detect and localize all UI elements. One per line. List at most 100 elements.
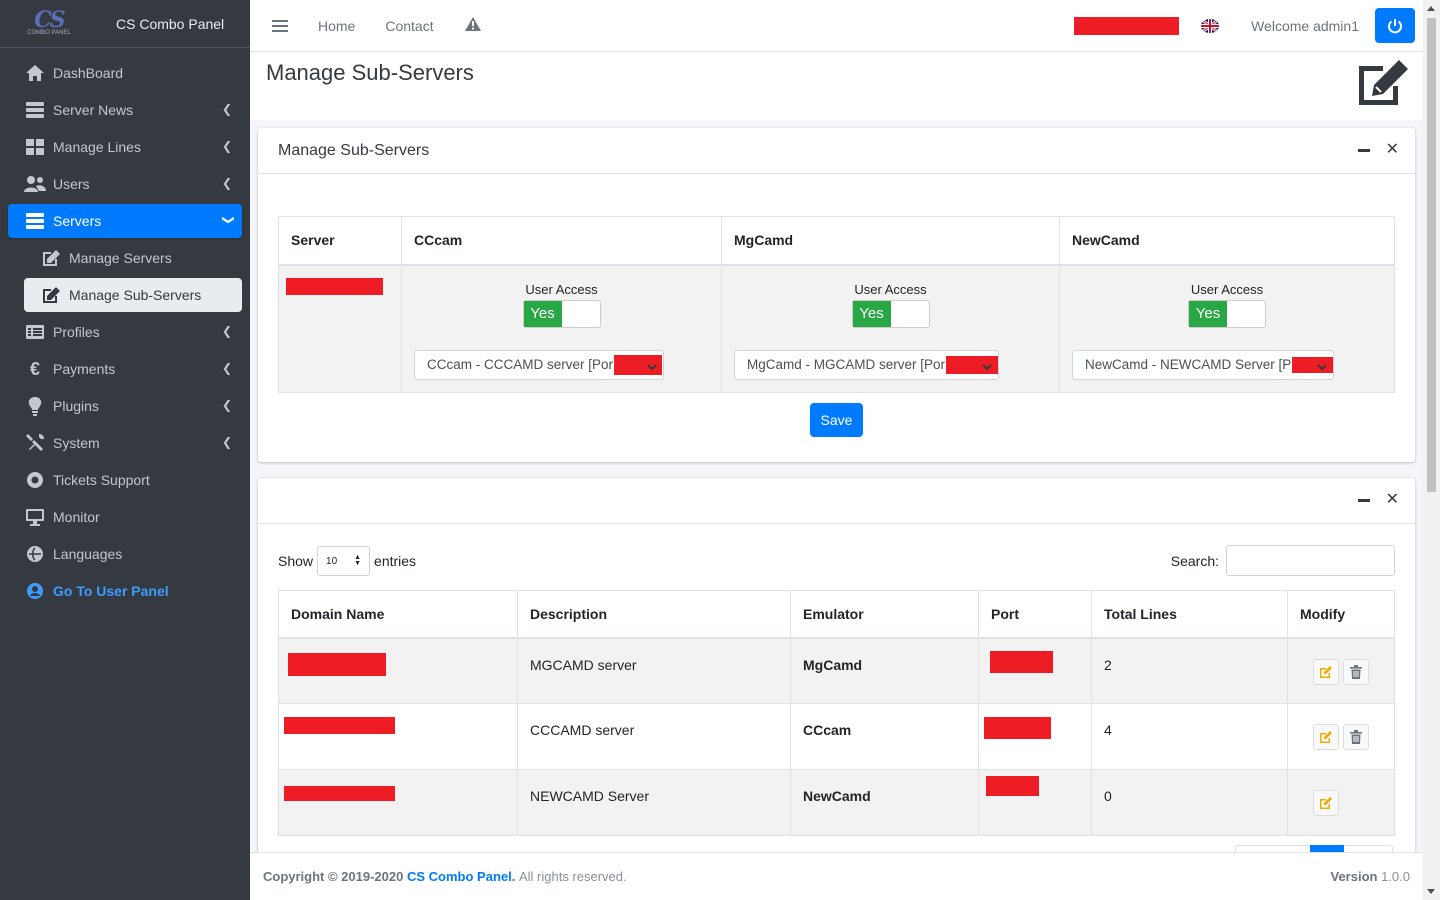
sidebar-item-manage-lines[interactable]: Manage Lines ❮ bbox=[8, 130, 242, 164]
scrollbar-thumb[interactable] bbox=[1427, 18, 1436, 492]
description-cell: MGCAMD server bbox=[517, 637, 791, 704]
collapse-icon[interactable] bbox=[1357, 498, 1370, 502]
server-icon bbox=[24, 210, 46, 232]
column-header: NewCamd bbox=[1059, 216, 1395, 266]
copyright-text: Copyright © 2019-2020 bbox=[263, 869, 404, 884]
newcamd-server-select[interactable]: NewCamd - NEWCAMD Server [P bbox=[1072, 349, 1334, 380]
total-lines-cell: 0 bbox=[1091, 769, 1288, 836]
entries-select[interactable]: 10 ▲ ▼ bbox=[317, 546, 371, 576]
close-icon[interactable]: ✕ bbox=[1385, 141, 1399, 158]
logout-button[interactable] bbox=[1375, 8, 1415, 43]
redacted-text bbox=[990, 650, 1053, 673]
modify-cell bbox=[1287, 703, 1395, 770]
hamburger-menu-icon[interactable] bbox=[272, 19, 288, 32]
sidebar-item-tickets-support[interactable]: Tickets Support bbox=[8, 463, 242, 497]
column-header[interactable]: Domain Name bbox=[278, 590, 518, 639]
search-input[interactable] bbox=[1226, 545, 1395, 576]
user-access-label: User Access bbox=[525, 281, 598, 297]
sidebar-item-languages[interactable]: Languages bbox=[8, 537, 242, 571]
select-value: NewCamd - NEWCAMD Server [P bbox=[1085, 357, 1292, 372]
home-link[interactable]: Home bbox=[318, 17, 356, 34]
close-icon[interactable]: ✕ bbox=[1385, 491, 1399, 508]
select-value: MgCamd - MGCAMD server [Por bbox=[747, 357, 946, 372]
user-access-toggle[interactable]: Yes bbox=[1188, 299, 1266, 328]
chevron-down-icon: ❮ bbox=[219, 214, 234, 226]
edit-button[interactable] bbox=[1313, 724, 1339, 750]
pagination-active-page[interactable] bbox=[1310, 845, 1344, 853]
sidebar-item-plugins[interactable]: Plugins ❮ bbox=[8, 389, 242, 423]
footer-brand-link[interactable]: CS Combo Panel. bbox=[406, 869, 516, 884]
pagination[interactable] bbox=[1235, 845, 1393, 853]
port-cell bbox=[978, 703, 1092, 770]
warning-icon[interactable] bbox=[464, 16, 482, 35]
server-list-card: ✕ Show 10 ▲ ▼ entries Search: Domain Name… bbox=[258, 478, 1415, 858]
edit-button[interactable] bbox=[1313, 658, 1339, 685]
mgcamd-server-select[interactable]: MgCamd - MGCAMD server [Por bbox=[734, 349, 999, 380]
card-header: Manage Sub-Servers ✕ bbox=[258, 128, 1415, 174]
redacted-text bbox=[284, 786, 395, 801]
entries-length-control: Show 10 ▲ ▼ entries bbox=[278, 546, 416, 576]
sidebar-item-monitor[interactable]: Monitor bbox=[8, 500, 242, 534]
server-cell bbox=[278, 264, 402, 393]
sidebar-item-label: Go To User Panel bbox=[53, 583, 169, 599]
list-icon bbox=[24, 321, 46, 343]
redacted-text bbox=[288, 652, 386, 676]
redacted-text bbox=[1074, 16, 1180, 35]
edit-button[interactable] bbox=[1313, 790, 1339, 816]
sidebar-item-go-to-user-panel[interactable]: Go To User Panel bbox=[8, 574, 242, 608]
version-info: Version 1.0.0 bbox=[1330, 869, 1410, 884]
user-access-toggle[interactable]: Yes bbox=[851, 299, 930, 328]
sidebar-item-servers[interactable]: Servers ❮ bbox=[8, 204, 242, 238]
description-cell: NEWCAMD Server bbox=[517, 769, 791, 836]
sidebar-item-profiles[interactable]: Profiles ❮ bbox=[8, 315, 242, 349]
sidebar-item-users[interactable]: Users ❮ bbox=[8, 167, 242, 201]
toggle-yes-label: Yes bbox=[852, 300, 891, 327]
search-control: Search: bbox=[1171, 545, 1395, 576]
column-header[interactable]: Description bbox=[517, 590, 791, 639]
entries-label: entries bbox=[374, 553, 417, 569]
delete-button[interactable] bbox=[1342, 724, 1369, 750]
user-access-label: User Access bbox=[1190, 281, 1264, 297]
sidebar-item-system[interactable]: System ❮ bbox=[8, 426, 242, 460]
rights-text: All rights reserved. bbox=[518, 869, 627, 884]
table-row: MGCAMD server MgCamd 2 bbox=[278, 637, 1395, 704]
redacted-text bbox=[614, 354, 663, 375]
card-header: ✕ bbox=[258, 478, 1415, 524]
power-icon bbox=[1388, 18, 1402, 33]
sidebar-item-label: System bbox=[53, 435, 100, 451]
delete-button[interactable] bbox=[1342, 658, 1369, 685]
sidebar-item-server-news[interactable]: Server News ❮ bbox=[8, 93, 242, 127]
scroll-down-arrow-icon[interactable] bbox=[1427, 889, 1435, 894]
domain-cell bbox=[278, 637, 518, 704]
server-icon bbox=[24, 99, 46, 121]
contact-link[interactable]: Contact bbox=[385, 17, 434, 34]
sidebar-item-payments[interactable]: € Payments ❮ bbox=[8, 352, 242, 386]
home-icon bbox=[24, 62, 46, 84]
edit-icon bbox=[1320, 797, 1332, 809]
cccam-cell: User Access Yes CCcam - CCCAMD server [P… bbox=[401, 264, 722, 393]
sidebar-item-manage-servers[interactable]: Manage Servers bbox=[8, 241, 242, 275]
redacted-text bbox=[946, 355, 998, 374]
column-header[interactable]: Emulator bbox=[790, 590, 979, 639]
newcamd-cell: User Access Yes NewCamd - NEWCAMD Server… bbox=[1059, 264, 1395, 393]
sidebar-item-manage-sub-servers[interactable]: Manage Sub-Servers bbox=[24, 278, 242, 312]
cccam-server-select[interactable]: CCcam - CCCAMD server [Por bbox=[414, 349, 664, 380]
scroll-up-arrow-icon[interactable] bbox=[1427, 6, 1435, 11]
chevron-left-icon: ❮ bbox=[221, 361, 232, 375]
port-cell bbox=[978, 769, 1092, 836]
brand-link[interactable]: CS COMBO PANEL CS Combo Panel bbox=[0, 0, 250, 48]
domain-cell bbox=[278, 703, 518, 770]
column-header[interactable]: Port bbox=[978, 590, 1092, 639]
select-value: 10 bbox=[326, 555, 338, 567]
page-scrollbar[interactable] bbox=[1423, 0, 1440, 900]
user-access-toggle[interactable]: Yes bbox=[522, 299, 601, 328]
collapse-icon[interactable] bbox=[1357, 148, 1370, 152]
column-header[interactable]: Total Lines bbox=[1091, 590, 1288, 639]
welcome-text: Welcome admin1 bbox=[1251, 17, 1359, 34]
sidebar-item-dashboard[interactable]: DashBoard bbox=[8, 56, 242, 90]
redacted-text bbox=[986, 776, 1039, 796]
uk-flag-icon[interactable] bbox=[1201, 18, 1220, 33]
show-label: Show bbox=[278, 553, 314, 569]
port-cell bbox=[978, 637, 1092, 704]
save-button[interactable]: Save bbox=[810, 403, 863, 437]
